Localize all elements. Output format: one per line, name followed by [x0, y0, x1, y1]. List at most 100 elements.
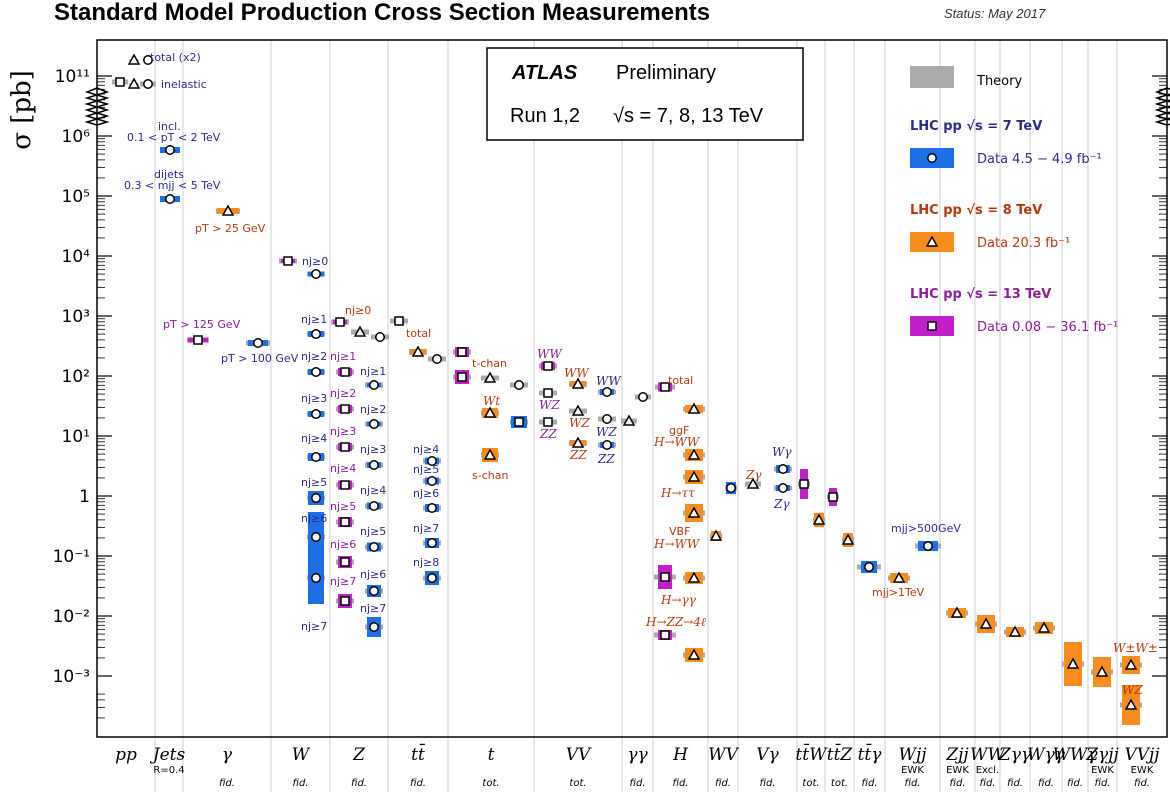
data-point-triangle: [1037, 621, 1051, 633]
x-category-sub: fid.: [1067, 778, 1083, 789]
point-label: nj≥5: [413, 463, 439, 476]
x-category-label: Wγγ: [1027, 745, 1066, 765]
point-label: nj≥3: [301, 392, 327, 405]
data-point-square: [457, 372, 467, 382]
point-label: Wt: [483, 394, 500, 408]
point-label: 0.3 < mjj < 5 TeV: [124, 179, 221, 192]
x-category-note: EWK: [901, 765, 924, 776]
point-label: total: [668, 374, 693, 387]
data-point-square: [335, 317, 345, 327]
data-point-circle: [253, 338, 263, 348]
point-label: ZZ: [539, 427, 557, 441]
legend-e7-marker: [927, 153, 937, 163]
x-category-note: Excl.: [976, 765, 1000, 776]
x-category-label: WWγ: [1052, 745, 1098, 765]
data-point-triangle: [127, 77, 141, 89]
data-point-triangle: [221, 204, 235, 216]
atlas-logo: ATLAS: [511, 62, 578, 84]
point-label: mjj>500GeV: [891, 522, 961, 535]
x-category-label: γ: [222, 745, 233, 765]
y-tick-label: 10²: [62, 367, 90, 387]
point-label: mjj>1TeV: [872, 586, 925, 599]
data-point-triangle: [746, 477, 760, 489]
data-point-triangle: [1008, 625, 1022, 637]
data-point-circle: [427, 476, 437, 486]
legend-e8-data: Data 20.3 fb⁻¹: [977, 236, 1070, 251]
x-category-sub: fid.: [410, 778, 426, 789]
data-point-square: [340, 596, 350, 606]
point-label: nj≥1: [301, 313, 327, 326]
data-point-circle: [311, 367, 321, 377]
data-point-square: [660, 382, 670, 392]
point-label: WW: [537, 347, 563, 361]
data-point-circle: [427, 503, 437, 513]
data-point-square: [799, 479, 809, 489]
legend-theory-swatch: [910, 66, 954, 88]
legend: Theory LHC pp √s = 7 TeV Data 4.5 − 4.9 …: [910, 66, 1118, 336]
x-category-label: Zγjj: [1085, 745, 1119, 765]
data-point-square: [660, 630, 670, 640]
point-label: nj≥4: [413, 443, 439, 456]
data-point-triangle: [483, 406, 497, 418]
point-label: nj≥7: [360, 602, 386, 615]
data-point-square: [660, 572, 670, 582]
data-point-circle: [432, 354, 442, 364]
data-point-circle: [311, 269, 321, 279]
point-label: nj≥6: [330, 538, 356, 551]
data-point-circle: [311, 409, 321, 419]
x-category-label: Z: [352, 745, 366, 765]
data-point-circle: [369, 460, 379, 470]
point-label: ZZ: [597, 452, 615, 466]
point-label: nj≥5: [301, 476, 327, 489]
data-point-circle: [369, 380, 379, 390]
legend-theory: Theory: [976, 74, 1022, 89]
x-category-label: W: [292, 745, 311, 765]
x-category-label: Wjj: [898, 745, 927, 765]
run-label: Run 1,2: [510, 105, 580, 127]
x-category-sub: fid.: [1095, 778, 1111, 789]
data-point-circle: [165, 145, 175, 155]
x-category-label: VV: [566, 745, 592, 765]
data-point-square: [340, 517, 350, 527]
point-label: Zγ: [745, 468, 762, 482]
data-point-circle: [602, 440, 612, 450]
data-point-triangle: [571, 436, 585, 448]
data-point-circle: [602, 414, 612, 424]
y-tick-label: 10⁶: [62, 127, 91, 147]
point-label: nj≥2: [301, 350, 327, 363]
data-point-triangle: [1066, 657, 1080, 669]
x-category-label: tt̄: [411, 742, 425, 765]
legend-e7-head: LHC pp √s = 7 TeV: [910, 119, 1042, 134]
point-label: nj≥7: [330, 575, 356, 588]
x-category-label: Jets: [150, 745, 186, 765]
point-label: nj≥1: [330, 350, 356, 363]
point-label: incl.: [158, 120, 181, 133]
data-point-triangle: [812, 513, 826, 525]
atlas-box: ATLAS Preliminary Run 1,2 √s = 7, 8, 13 …: [486, 47, 804, 141]
x-category-note: EWK: [946, 765, 969, 776]
point-label: Wγ: [772, 445, 792, 459]
atlas-tag: Preliminary: [616, 62, 716, 84]
data-point-circle: [369, 501, 379, 511]
x-category-sub: fid.: [980, 778, 996, 789]
y-tick-label: 10¹¹: [55, 67, 90, 87]
data-point-square: [394, 316, 404, 326]
data-point-triangle: [353, 325, 367, 337]
data-point-triangle: [687, 448, 701, 460]
data-point-triangle: [411, 345, 425, 357]
point-label: H→WW: [653, 537, 701, 551]
y-tick-label: 10⁻¹: [53, 547, 90, 567]
x-category-sub: fid.: [862, 778, 878, 789]
data-point-triangle: [687, 402, 701, 414]
status-text: Status: May 2017: [944, 6, 1046, 21]
x-category-label: Zγγ: [998, 745, 1032, 765]
data-point-square: [193, 335, 203, 345]
data-point-triangle: [950, 606, 964, 618]
point-label: nj≥0: [345, 304, 371, 317]
point-label: H→γγ: [660, 593, 697, 607]
x-category-sub: fid.: [1038, 778, 1054, 789]
data-point-circle: [369, 622, 379, 632]
data-point-circle: [427, 538, 437, 548]
plot-frame: [96, 39, 1168, 738]
